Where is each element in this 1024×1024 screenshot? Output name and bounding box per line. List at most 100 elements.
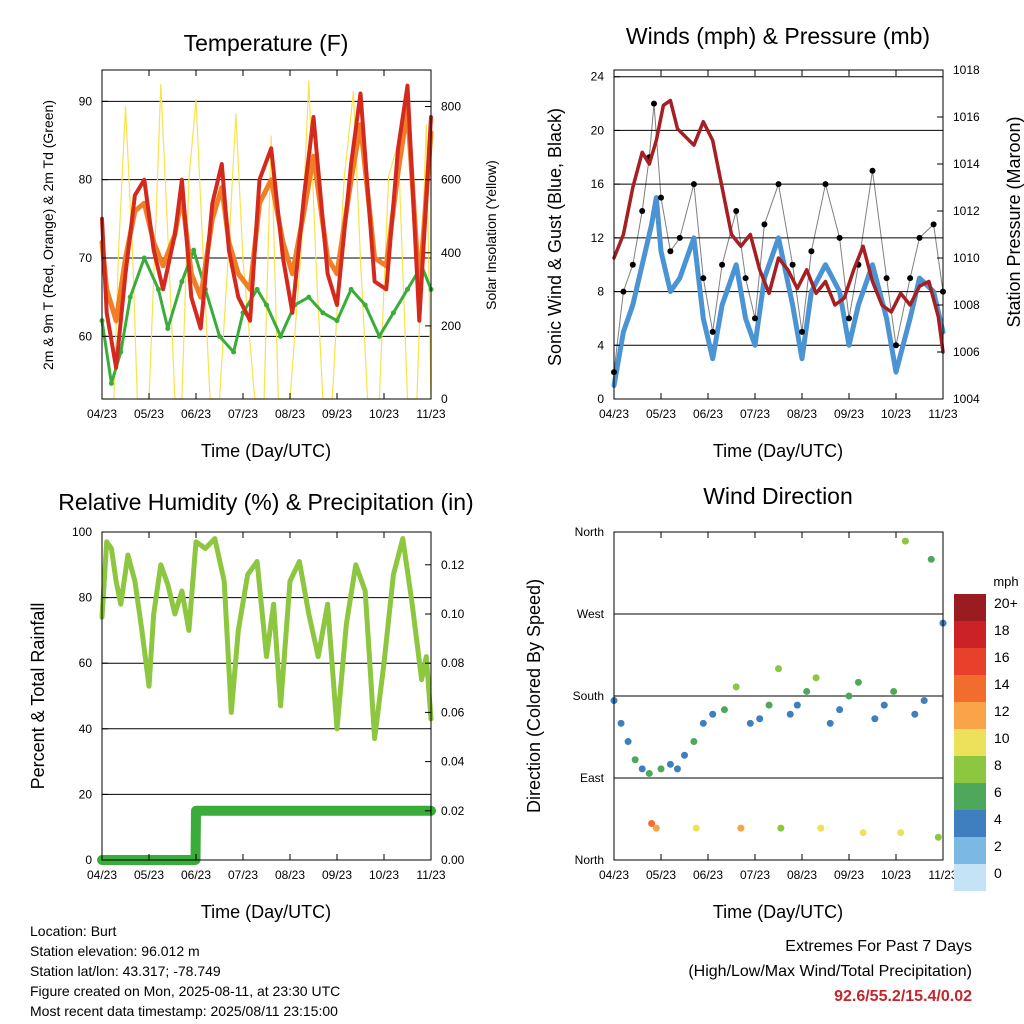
y-tick-label: 80: [79, 591, 93, 605]
legend-swatch: [954, 729, 986, 756]
direction-point: [920, 697, 928, 705]
winds-ylabel-right: Station Pressure (Maroon): [1004, 116, 1024, 327]
plot-frame: [101, 531, 432, 861]
direction-point: [859, 829, 867, 837]
x-tick-label: 08/23: [787, 407, 817, 421]
y-right-tick-label: 1006: [953, 345, 980, 359]
y-tick-label: North: [575, 853, 604, 867]
figure-created: Figure created on Mon, 2025-08-11, at 23…: [30, 983, 341, 999]
direction-point: [793, 701, 801, 709]
temperature-ylabel-right: Solar Insolation (Yellow): [483, 160, 499, 310]
y-right-tick-label: 0.00: [441, 853, 465, 867]
legend-label: 16: [994, 649, 1010, 665]
y-tick-label: 60: [79, 329, 93, 343]
legend-swatch: [954, 783, 986, 810]
y-tick-label: 16: [591, 177, 605, 191]
dewpoint-point: [348, 286, 354, 292]
y-right-tick-label: 1012: [953, 204, 980, 218]
extremes-values: 92.6/55.2/15.4/0.02: [834, 988, 972, 1005]
station-location: Location: Burt: [30, 923, 117, 939]
direction-point: [890, 687, 898, 695]
y-right-tick-label: 600: [441, 173, 461, 187]
x-tick-label: 07/23: [740, 407, 770, 421]
y-tick-label: 8: [597, 285, 604, 299]
legend-label: 6: [994, 784, 1002, 800]
dewpoint-point: [108, 380, 114, 386]
y-right-tick-label: 0: [441, 392, 448, 406]
direction-point: [826, 719, 834, 727]
winds-series: [611, 98, 946, 389]
legend-swatch: [954, 648, 986, 675]
wind-line: [611, 195, 946, 389]
x-tick-label: 09/23: [322, 407, 352, 421]
direction-point: [746, 719, 754, 727]
x-tick-label: 04/23: [599, 868, 629, 882]
x-tick-label: 07/23: [228, 868, 258, 882]
dewpoint-point: [165, 326, 171, 331]
direction-point: [812, 674, 820, 682]
plot-frame: [101, 69, 432, 400]
pressure-line: [612, 98, 945, 354]
y-right-tick-label: 1018: [953, 63, 980, 77]
x-tick-label: 10/23: [369, 868, 399, 882]
direction-title: Wind Direction: [703, 483, 853, 509]
direction-point: [854, 678, 862, 686]
direction-point: [817, 824, 825, 832]
x-tick-label: 11/23: [928, 407, 957, 421]
dewpoint-point: [127, 294, 133, 300]
data-timestamp: Most recent data timestamp: 2025/08/11 2…: [30, 1003, 338, 1019]
y-tick-label: 4: [597, 338, 604, 352]
y-tick-label: 12: [591, 231, 605, 245]
y-tick-label: West: [577, 607, 605, 621]
legend-swatch: [954, 594, 986, 621]
dewpoint-point: [320, 310, 326, 316]
legend-label: 4: [994, 811, 1002, 827]
dewpoint-point: [405, 286, 410, 292]
direction-point: [737, 824, 745, 832]
y-tick-label: 40: [79, 722, 93, 736]
direction-point: [709, 710, 717, 718]
direction-point: [652, 824, 660, 832]
humidity-title: Relative Humidity (%) & Precipitation (i…: [58, 489, 473, 515]
x-tick-label: 10/23: [881, 868, 911, 882]
x-tick-label: 05/23: [646, 868, 676, 882]
temperature-title: Temperature (F): [184, 30, 349, 56]
dewpoint-point: [264, 302, 269, 308]
x-tick-label: 05/23: [646, 407, 676, 421]
direction-point: [631, 756, 639, 764]
temperature-ylabel: 2m & 9m T (Red, Orange) & 2m Td (Green): [40, 100, 56, 370]
y-right-tick-label: 0.12: [441, 558, 465, 572]
x-tick-label: 05/23: [134, 868, 164, 882]
direction-point: [673, 765, 681, 773]
dewpoint-point: [306, 294, 312, 300]
direction-point: [880, 701, 888, 709]
y-tick-label: 60: [79, 656, 93, 670]
humidity-xlabel: Time (Day/UTC): [201, 902, 331, 922]
y-right-tick-label: 1004: [953, 392, 980, 406]
y-tick-label: 0: [597, 392, 604, 406]
y-right-tick-label: 0.04: [441, 755, 465, 769]
temperature-series: [99, 80, 434, 400]
humidity-series: [97, 536, 436, 865]
legend-label: 20+: [994, 595, 1018, 611]
x-tick-label: 06/23: [181, 407, 211, 421]
y-right-tick-label: 1008: [953, 298, 980, 312]
y-tick-label: North: [575, 525, 604, 539]
direction-point: [836, 706, 844, 714]
x-tick-label: 06/23: [693, 868, 723, 882]
dewpoint-point: [334, 318, 340, 324]
x-tick-label: 09/23: [834, 868, 864, 882]
legend-label: 14: [994, 676, 1010, 692]
dewpoint-point: [278, 333, 284, 339]
direction-panel: Wind Direction Time (Day/UTC) Direction …: [524, 483, 1019, 922]
legend-label: 12: [994, 703, 1010, 719]
direction-point: [699, 719, 707, 727]
legend-label: 8: [994, 757, 1002, 773]
legend-swatch: [954, 837, 986, 864]
direction-point: [934, 833, 942, 841]
direction-point: [901, 537, 909, 545]
x-tick-label: 08/23: [787, 868, 817, 882]
direction-point: [756, 715, 764, 723]
dewpoint-point: [254, 286, 260, 292]
